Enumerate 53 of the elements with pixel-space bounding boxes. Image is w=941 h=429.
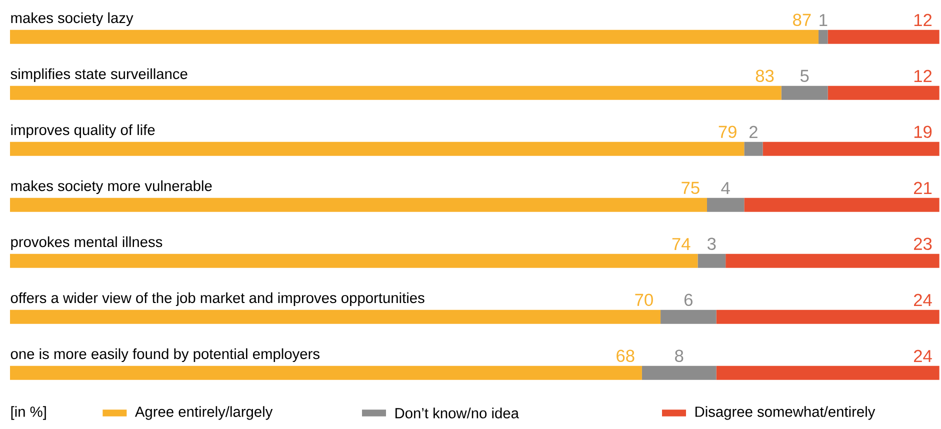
data-label: 1	[820, 14, 828, 26]
bar	[828, 86, 940, 100]
legend-label: Don’t know/no idea	[395, 408, 519, 418]
bar	[716, 310, 940, 324]
data-label: 21	[914, 182, 932, 194]
bar	[828, 30, 940, 44]
bar	[10, 198, 708, 212]
bar	[660, 310, 716, 324]
legend-label: Disagree somewhat/entirely	[695, 406, 876, 420]
data-label: 87	[793, 14, 811, 26]
data-label: 23	[914, 238, 932, 250]
data-label: 68	[616, 350, 634, 362]
data-label: 4	[721, 182, 730, 194]
data-label: 3	[708, 238, 716, 250]
y-tick-label: simplifies state surveillance	[10, 68, 188, 82]
legend-title: [in %]	[11, 406, 46, 420]
data-label: 5	[800, 70, 809, 82]
bar	[698, 254, 726, 268]
data-label: 70	[635, 294, 653, 306]
bar	[642, 366, 716, 380]
data-label: 24	[914, 294, 932, 306]
legend-label: Agree entirely/largely	[134, 406, 273, 420]
bar	[10, 142, 744, 156]
bar	[762, 142, 940, 156]
data-label: 24	[914, 350, 932, 362]
data-label: 2	[750, 126, 758, 138]
data-label: 19	[914, 126, 932, 138]
y-tick-label: makes society more vulnerable	[11, 180, 212, 194]
data-label: 12	[914, 70, 932, 82]
data-label: 83	[756, 70, 774, 82]
y-tick-label: offers a wider view of the job market and improves opportunities	[10, 292, 424, 306]
data-label: 74	[672, 238, 690, 250]
bar	[10, 366, 642, 380]
bar	[10, 86, 782, 100]
bar	[744, 142, 763, 156]
bar	[10, 310, 661, 324]
data-label: 79	[718, 126, 736, 138]
data-label: 6	[684, 294, 692, 306]
data-label: 75	[682, 182, 700, 194]
data-label: 12	[914, 14, 932, 26]
y-tick-label: one is more easily found by potential employers	[10, 348, 320, 362]
data-label: 8	[675, 350, 684, 362]
bar	[707, 198, 744, 212]
bar	[716, 366, 940, 380]
bar	[818, 30, 828, 44]
bar	[744, 198, 940, 212]
y-tick-label: improves quality of life	[11, 124, 155, 138]
bar	[726, 254, 940, 268]
bar	[781, 86, 828, 100]
bar	[10, 30, 819, 44]
y-tick-label: makes society lazy	[11, 12, 134, 26]
bar	[10, 254, 698, 268]
y-tick-label: provokes mental illness	[11, 236, 162, 250]
